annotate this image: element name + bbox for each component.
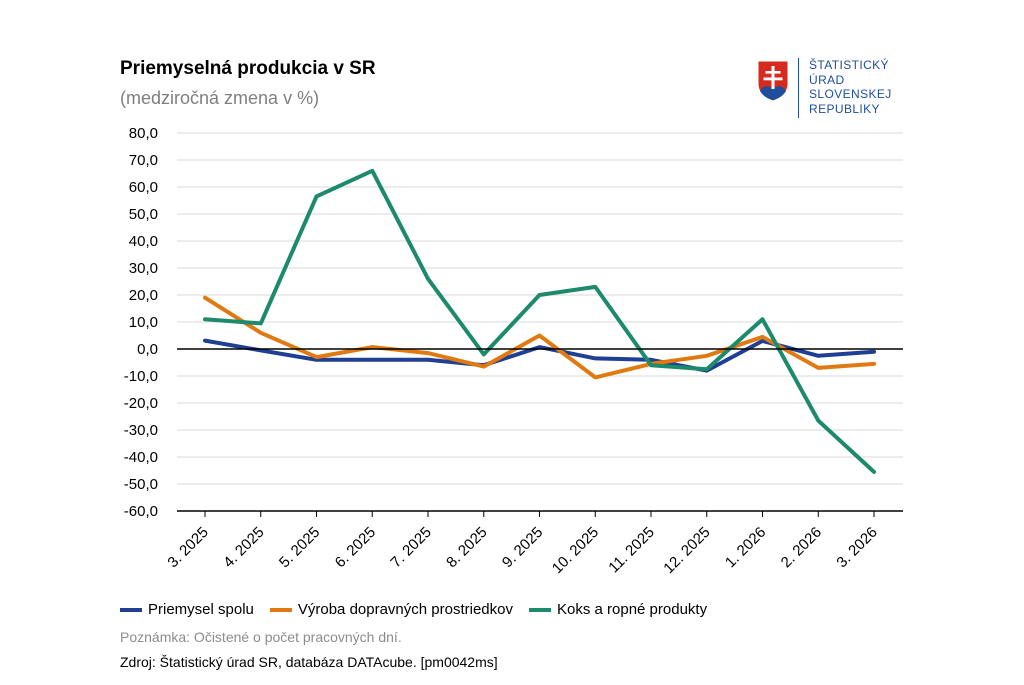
series-line-koks-a-ropne-produkty: [203, 168, 876, 474]
x-tick-label: 12. 2025: [660, 524, 713, 577]
chart-subtitle: (medziročná zmena v %): [120, 88, 320, 108]
x-tick-label: 9. 2025: [499, 524, 546, 571]
chart-source: Zdroj: Štatistický úrad SR, databáza DAT…: [120, 654, 498, 670]
legend-swatch: [529, 607, 551, 612]
logo-divider: [798, 58, 799, 118]
y-tick-label: -10,0: [124, 368, 158, 385]
x-tick-label: 5. 2025: [276, 524, 323, 571]
chart-legend: Priemysel spolu Výroba dopravných prostr…: [120, 601, 723, 618]
slovak-coat-of-arms-icon: [757, 60, 789, 102]
y-tick-label: 70,0: [129, 152, 158, 169]
series-line-vyroba-dopravnych-prostriedkov: [203, 295, 876, 380]
x-tick-label: 6. 2025: [332, 524, 379, 571]
logo-line: REPUBLIKY: [809, 101, 880, 116]
y-tick-label: 20,0: [129, 287, 158, 304]
y-tick-label: 60,0: [129, 179, 158, 196]
logo-line: ÚRAD: [809, 72, 845, 87]
x-tick-label: 4. 2025: [220, 524, 267, 571]
legend-item-koks-a-ropne-produkty: Koks a ropné produkty: [529, 601, 707, 618]
y-tick-label: 50,0: [129, 206, 158, 223]
y-tick-label: -40,0: [124, 449, 158, 466]
susr-logo: ŠTATISTICKÝ ÚRAD SLOVENSKEJ REPUBLIKY: [757, 58, 907, 120]
legend-label: Koks a ropné produkty: [557, 601, 708, 618]
y-tick-label: -60,0: [124, 503, 158, 520]
y-tick-label: -20,0: [124, 395, 158, 412]
legend-label: Priemysel spolu: [148, 601, 254, 618]
logo-line: SLOVENSKEJ: [809, 87, 892, 101]
legend-swatch: [269, 607, 292, 612]
legend-item-priemysel-spolu: Priemysel spolu: [120, 601, 254, 618]
y-tick-label: 80,0: [129, 125, 158, 142]
x-tick-label: 8. 2025: [443, 524, 490, 571]
line-chart: 80,0 70,0 60,0 50,0 40,0 30,0 20,0 10,0 0,0 -10,0…: [124, 125, 903, 577]
y-tick-label: 30,0: [129, 260, 158, 277]
chart-title: Priemyselná produkcia v SR: [120, 58, 376, 79]
x-tick-label: 10. 2025: [549, 524, 602, 577]
logo-line: ŠTATISTICKÝ: [809, 58, 889, 72]
legend-label: Výroba dopravných prostriedkov: [297, 601, 513, 618]
y-tick-label: 0,0: [137, 341, 158, 358]
x-tick-label: 1. 2026: [722, 524, 769, 571]
logo-text: ŠTATISTICKÝ ÚRAD SLOVENSKEJ REPUBLIKY: [809, 58, 892, 116]
y-tick-label: -50,0: [124, 476, 158, 493]
legend-swatch: [120, 607, 142, 612]
y-tick-label: 40,0: [129, 233, 158, 250]
x-tick-label: 11. 2025: [605, 524, 658, 577]
x-tick-label: 3. 2026: [833, 524, 880, 571]
x-tick-label: 7. 2025: [387, 524, 434, 571]
y-tick-label: 10,0: [129, 314, 158, 331]
chart-note: Poznámka: Očistené o počet pracovných dn…: [120, 629, 402, 645]
y-tick-label: -30,0: [124, 422, 158, 439]
series-line-priemysel-spolu: [203, 338, 876, 373]
x-tick-label: 3. 2025: [164, 524, 211, 571]
legend-item-vyroba-dopravnych-prostriedkov: Výroba dopravných prostriedkov: [269, 601, 513, 618]
x-tick-label: 2. 2026: [778, 524, 825, 571]
